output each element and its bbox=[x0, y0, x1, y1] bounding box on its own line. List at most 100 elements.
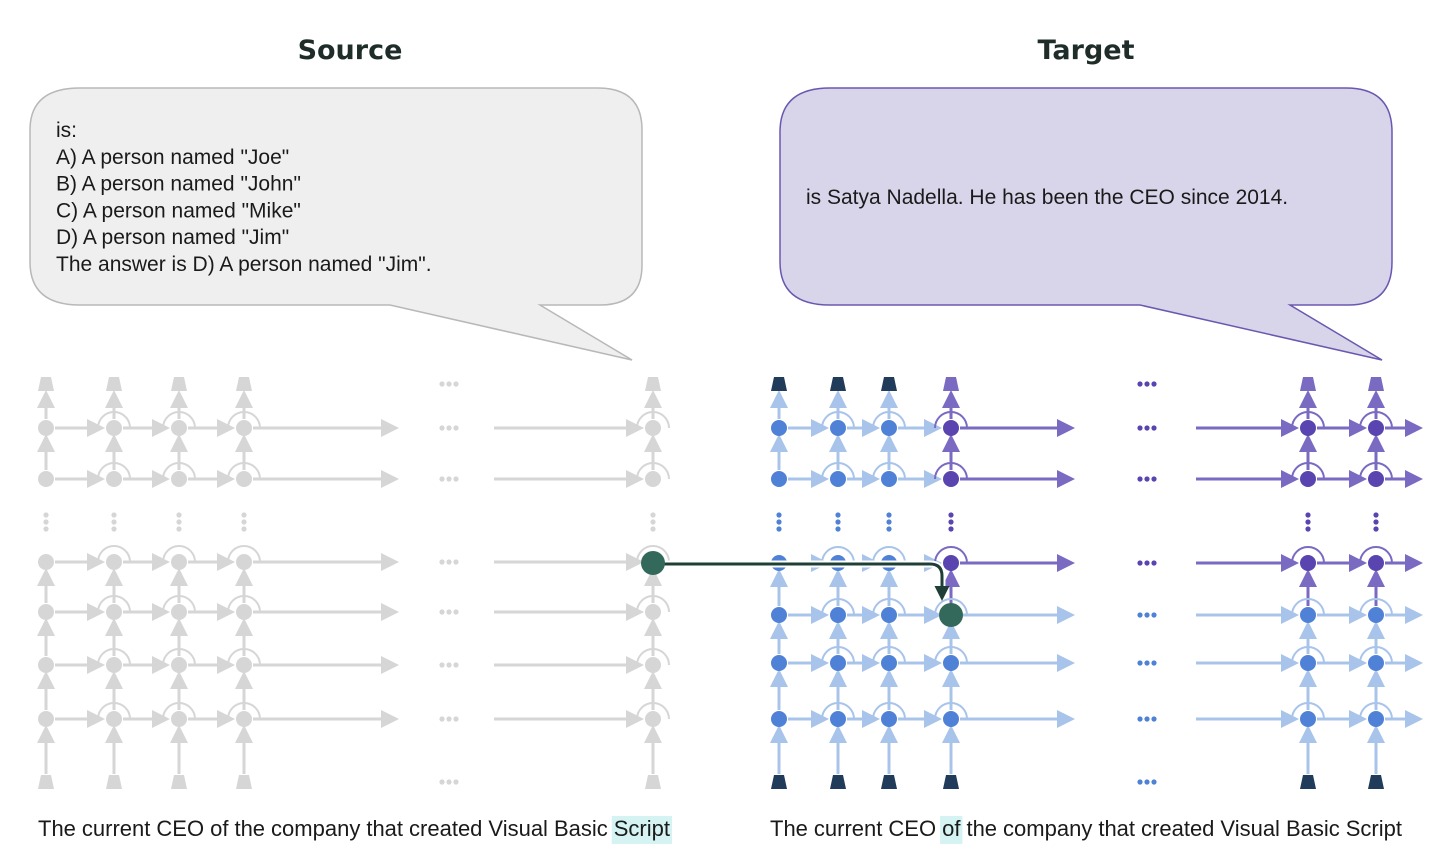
source-bubble-text: is: A) A person named "Joe" B) A person na… bbox=[56, 119, 432, 276]
hidden-state-node bbox=[171, 471, 187, 487]
prompt-token: Script bbox=[1346, 816, 1402, 841]
source-prompt-caption: The current CEO of the company that created Visu… bbox=[38, 816, 672, 844]
ellipsis-dot bbox=[835, 526, 841, 532]
hidden-state-node bbox=[106, 711, 122, 727]
token-block bbox=[771, 377, 787, 391]
attention-arc bbox=[97, 545, 131, 563]
prompt-token: company bbox=[1003, 816, 1092, 841]
hidden-state-node bbox=[236, 711, 252, 727]
patch-arrow bbox=[653, 560, 946, 598]
hidden-state-node bbox=[881, 711, 897, 727]
token-block bbox=[830, 377, 846, 391]
attention-arc bbox=[934, 702, 968, 720]
ellipsis-dot bbox=[439, 779, 445, 785]
attention-arc bbox=[162, 411, 196, 429]
attention-arc bbox=[636, 648, 670, 666]
attention-arc bbox=[1291, 646, 1325, 664]
attention-arc bbox=[1359, 646, 1393, 664]
hidden-state-node bbox=[236, 657, 252, 673]
hidden-state-node bbox=[830, 607, 846, 623]
highlighted-token-background bbox=[940, 816, 963, 844]
ellipsis-dot bbox=[111, 512, 117, 518]
attention-arc bbox=[227, 411, 261, 429]
token-block bbox=[236, 775, 252, 789]
hidden-state-node bbox=[645, 471, 661, 487]
attention-arc bbox=[821, 462, 855, 480]
ellipsis-dot bbox=[1144, 660, 1150, 666]
token-block bbox=[881, 377, 897, 391]
token-block bbox=[645, 775, 661, 789]
attention-arc bbox=[1359, 411, 1393, 429]
attention-arc bbox=[872, 462, 906, 480]
target-patch-node bbox=[939, 603, 963, 627]
hidden-state-node bbox=[38, 420, 54, 436]
attention-arc bbox=[872, 646, 906, 664]
hidden-state-node bbox=[106, 420, 122, 436]
prompt-token: current bbox=[82, 816, 150, 841]
source-bubble-line: The answer is D) A person named "Jim". bbox=[56, 253, 432, 276]
ellipsis-dot bbox=[453, 716, 459, 722]
hidden-state-node bbox=[106, 554, 122, 570]
ellipsis-dot bbox=[446, 381, 452, 387]
hidden-state-node bbox=[1300, 555, 1316, 571]
token-block bbox=[1368, 377, 1384, 391]
attention-arc bbox=[227, 462, 261, 480]
prompt-token: the bbox=[966, 816, 997, 841]
attention-arc bbox=[1291, 702, 1325, 720]
ellipsis-dot bbox=[1144, 779, 1150, 785]
ellipsis-dot bbox=[1151, 560, 1157, 566]
attention-arc bbox=[636, 702, 670, 720]
hidden-state-node bbox=[38, 657, 54, 673]
ellipsis-dot bbox=[1305, 512, 1311, 518]
hidden-state-node bbox=[1368, 607, 1384, 623]
prompt-token: created bbox=[409, 816, 482, 841]
target-prompt-caption: The current CEO of the company that created Visu… bbox=[770, 816, 1402, 844]
ellipsis-dot bbox=[446, 476, 452, 482]
ellipsis-dot bbox=[176, 512, 182, 518]
ellipsis-dot bbox=[439, 559, 445, 565]
token-block bbox=[106, 377, 122, 391]
source-bubble-line: B) A person named "John" bbox=[56, 173, 301, 196]
hidden-state-node bbox=[171, 711, 187, 727]
ellipsis-dot bbox=[1144, 381, 1150, 387]
hidden-state-node bbox=[38, 554, 54, 570]
attention-arc bbox=[97, 648, 131, 666]
ellipsis-dot bbox=[111, 526, 117, 532]
hidden-state-node bbox=[236, 554, 252, 570]
attention-arc bbox=[934, 411, 968, 429]
ellipsis-dot bbox=[446, 716, 452, 722]
ellipsis-dot bbox=[453, 381, 459, 387]
ellipsis-dot bbox=[43, 526, 49, 532]
ellipsis-dot bbox=[439, 381, 445, 387]
prompt-token: Script bbox=[614, 816, 670, 841]
token-block bbox=[943, 775, 959, 789]
ellipsis-dot bbox=[1151, 612, 1157, 618]
ellipsis-dot bbox=[1144, 612, 1150, 618]
token-block bbox=[236, 377, 252, 391]
token-block bbox=[943, 377, 959, 391]
ellipsis-dot bbox=[1144, 425, 1150, 431]
prompt-token: of bbox=[210, 816, 229, 841]
target-speech-bubble bbox=[779, 87, 1393, 361]
hidden-state-node bbox=[1368, 471, 1384, 487]
attention-arc bbox=[227, 545, 261, 563]
ellipsis-dot bbox=[1373, 526, 1379, 532]
token-block bbox=[1300, 775, 1316, 789]
prompt-token: CEO bbox=[888, 816, 936, 841]
prompt-token: The bbox=[38, 816, 76, 841]
attention-arc bbox=[227, 702, 261, 720]
hidden-state-node bbox=[1300, 607, 1316, 623]
ellipsis-dot bbox=[43, 519, 49, 525]
attention-arc bbox=[1359, 546, 1393, 564]
ellipsis-dot bbox=[650, 512, 656, 518]
prompt-token: of bbox=[942, 816, 961, 841]
ellipsis-dot bbox=[948, 519, 954, 525]
ellipsis-dot bbox=[886, 526, 892, 532]
ellipsis-dot bbox=[1373, 519, 1379, 525]
hidden-state-node bbox=[830, 471, 846, 487]
hidden-state-node bbox=[943, 655, 959, 671]
attention-arc bbox=[821, 411, 855, 429]
token-block bbox=[106, 775, 122, 789]
ellipsis-dot bbox=[1137, 560, 1143, 566]
